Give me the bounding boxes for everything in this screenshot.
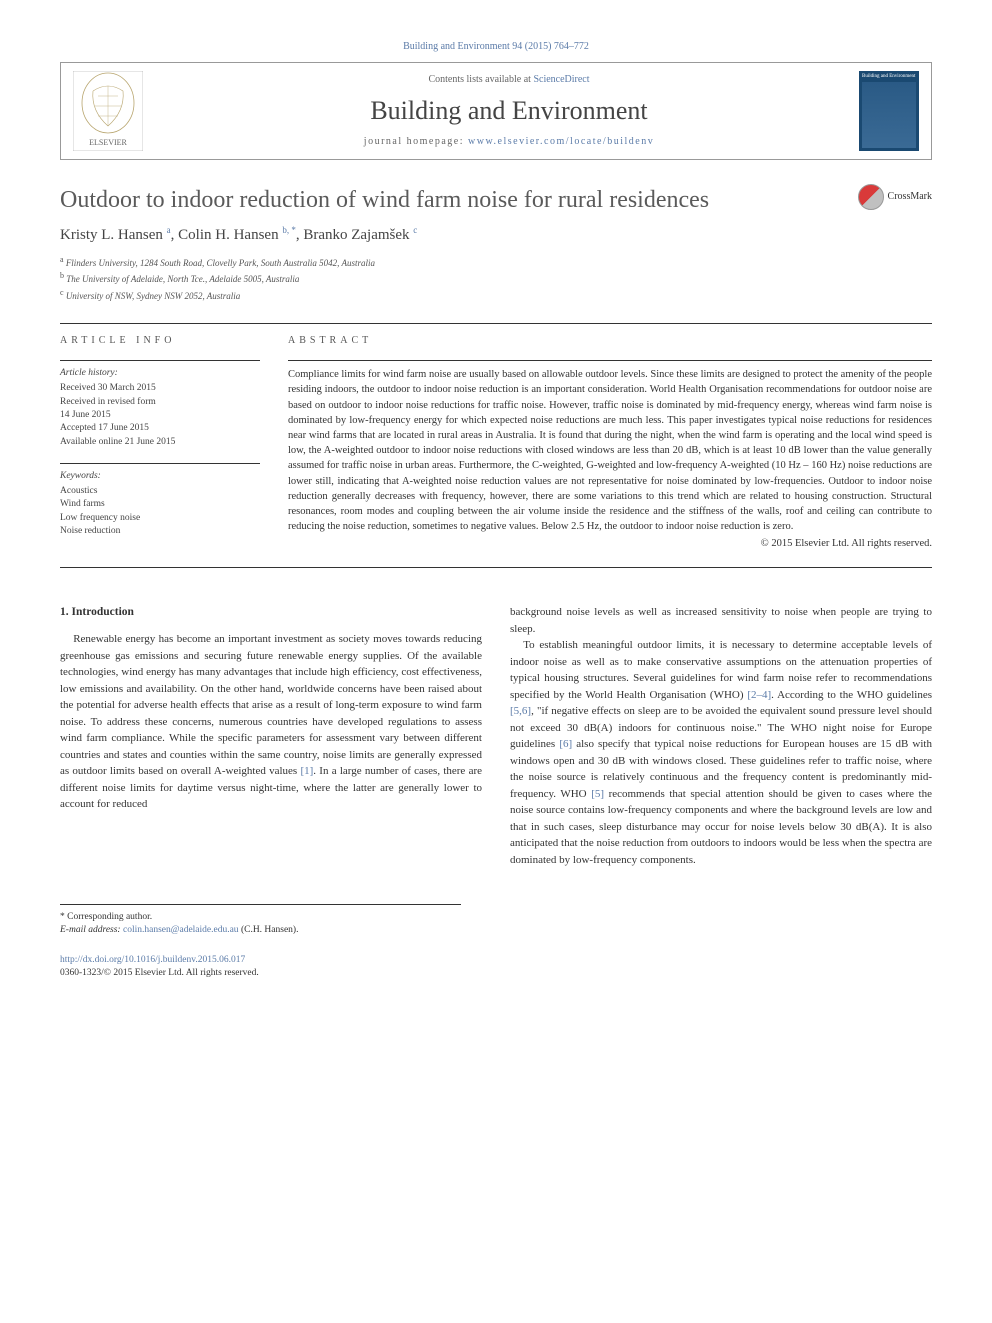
abstract-copyright: © 2015 Elsevier Ltd. All rights reserved… bbox=[288, 537, 932, 552]
history-line: Accepted 17 June 2015 bbox=[60, 422, 260, 435]
title-row: Outdoor to indoor reduction of wind farm… bbox=[60, 184, 932, 218]
article-info-column: ARTICLE INFO Article history: Received 3… bbox=[60, 334, 260, 551]
affiliation-a: a Flinders University, 1284 South Road, … bbox=[60, 254, 932, 271]
ref-link[interactable]: [6] bbox=[559, 738, 572, 750]
email-suffix: (C.H. Hansen). bbox=[239, 925, 299, 935]
elsevier-logo: ELSEVIER bbox=[73, 71, 143, 151]
sciencedirect-link[interactable]: ScienceDirect bbox=[533, 74, 589, 85]
ref-link[interactable]: [2–4] bbox=[747, 689, 771, 701]
journal-name: Building and Environment bbox=[159, 93, 859, 129]
body-paragraph: To establish meaningful outdoor limits, … bbox=[510, 637, 932, 868]
keyword: Wind farms bbox=[60, 498, 260, 511]
crossmark-icon bbox=[858, 184, 884, 210]
body-column-right: background noise levels as well as incre… bbox=[510, 604, 932, 868]
citation-line: Building and Environment 94 (2015) 764–7… bbox=[60, 40, 932, 54]
abstract-column: ABSTRACT Compliance limits for wind farm… bbox=[288, 334, 932, 551]
svg-text:ELSEVIER: ELSEVIER bbox=[89, 138, 127, 147]
keywords-block: Keywords: Acoustics Wind farms Low frequ… bbox=[60, 463, 260, 538]
history-heading: Article history: bbox=[60, 367, 260, 380]
header-center: Contents lists available at ScienceDirec… bbox=[159, 73, 859, 149]
contents-prefix: Contents lists available at bbox=[428, 74, 533, 85]
body-columns: 1. Introduction Renewable energy has bec… bbox=[60, 604, 932, 868]
body-column-left: 1. Introduction Renewable energy has bec… bbox=[60, 604, 482, 868]
info-abstract-row: ARTICLE INFO Article history: Received 3… bbox=[60, 334, 932, 551]
ref-link[interactable]: [5] bbox=[591, 788, 604, 800]
ref-link[interactable]: [1] bbox=[300, 765, 313, 777]
history-line: Available online 21 June 2015 bbox=[60, 436, 260, 449]
history-line: 14 June 2015 bbox=[60, 409, 260, 422]
corresponding-note: * Corresponding author. bbox=[60, 911, 461, 924]
doi-link[interactable]: http://dx.doi.org/10.1016/j.buildenv.201… bbox=[60, 955, 245, 965]
author-list: Kristy L. Hansen a, Colin H. Hansen b, *… bbox=[60, 224, 932, 246]
issn-copyright: 0360-1323/© 2015 Elsevier Ltd. All right… bbox=[60, 968, 259, 978]
history-line: Received in revised form bbox=[60, 396, 260, 409]
affiliations: a Flinders University, 1284 South Road, … bbox=[60, 254, 932, 304]
affiliation-c: c University of NSW, Sydney NSW 2052, Au… bbox=[60, 287, 932, 304]
section-heading: 1. Introduction bbox=[60, 604, 482, 621]
abstract-text: Compliance limits for wind farm noise ar… bbox=[288, 360, 932, 534]
email-label: E-mail address: bbox=[60, 925, 123, 935]
cover-title: Building and Environment bbox=[862, 74, 916, 80]
ref-link[interactable]: [5,6] bbox=[510, 705, 531, 717]
divider bbox=[60, 567, 932, 568]
keyword: Noise reduction bbox=[60, 525, 260, 538]
affiliation-b: b The University of Adelaide, North Tce.… bbox=[60, 270, 932, 287]
journal-homepage: journal homepage: www.elsevier.com/locat… bbox=[159, 135, 859, 149]
homepage-prefix: journal homepage: bbox=[364, 136, 468, 147]
journal-header: ELSEVIER Contents lists available at Sci… bbox=[60, 62, 932, 160]
body-paragraph: background noise levels as well as incre… bbox=[510, 604, 932, 637]
history-line: Received 30 March 2015 bbox=[60, 382, 260, 395]
keywords-heading: Keywords: bbox=[60, 470, 260, 483]
email-link[interactable]: colin.hansen@adelaide.edu.au bbox=[123, 925, 239, 935]
doi-block: http://dx.doi.org/10.1016/j.buildenv.201… bbox=[60, 954, 932, 981]
crossmark-badge[interactable]: CrossMark bbox=[858, 184, 932, 210]
divider bbox=[60, 323, 932, 324]
homepage-link[interactable]: www.elsevier.com/locate/buildenv bbox=[468, 136, 654, 147]
article-title: Outdoor to indoor reduction of wind farm… bbox=[60, 184, 842, 218]
crossmark-label: CrossMark bbox=[888, 190, 932, 204]
body-paragraph: Renewable energy has become an important… bbox=[60, 631, 482, 813]
corresponding-author-footnote: * Corresponding author. E-mail address: … bbox=[60, 904, 461, 938]
abstract-label: ABSTRACT bbox=[288, 334, 932, 348]
email-line: E-mail address: colin.hansen@adelaide.ed… bbox=[60, 924, 461, 937]
history-block: Article history: Received 30 March 2015 … bbox=[60, 360, 260, 449]
article-info-label: ARTICLE INFO bbox=[60, 334, 260, 348]
journal-cover-thumbnail: Building and Environment bbox=[859, 71, 919, 151]
contents-available: Contents lists available at ScienceDirec… bbox=[159, 73, 859, 87]
keyword: Low frequency noise bbox=[60, 512, 260, 525]
keyword: Acoustics bbox=[60, 485, 260, 498]
